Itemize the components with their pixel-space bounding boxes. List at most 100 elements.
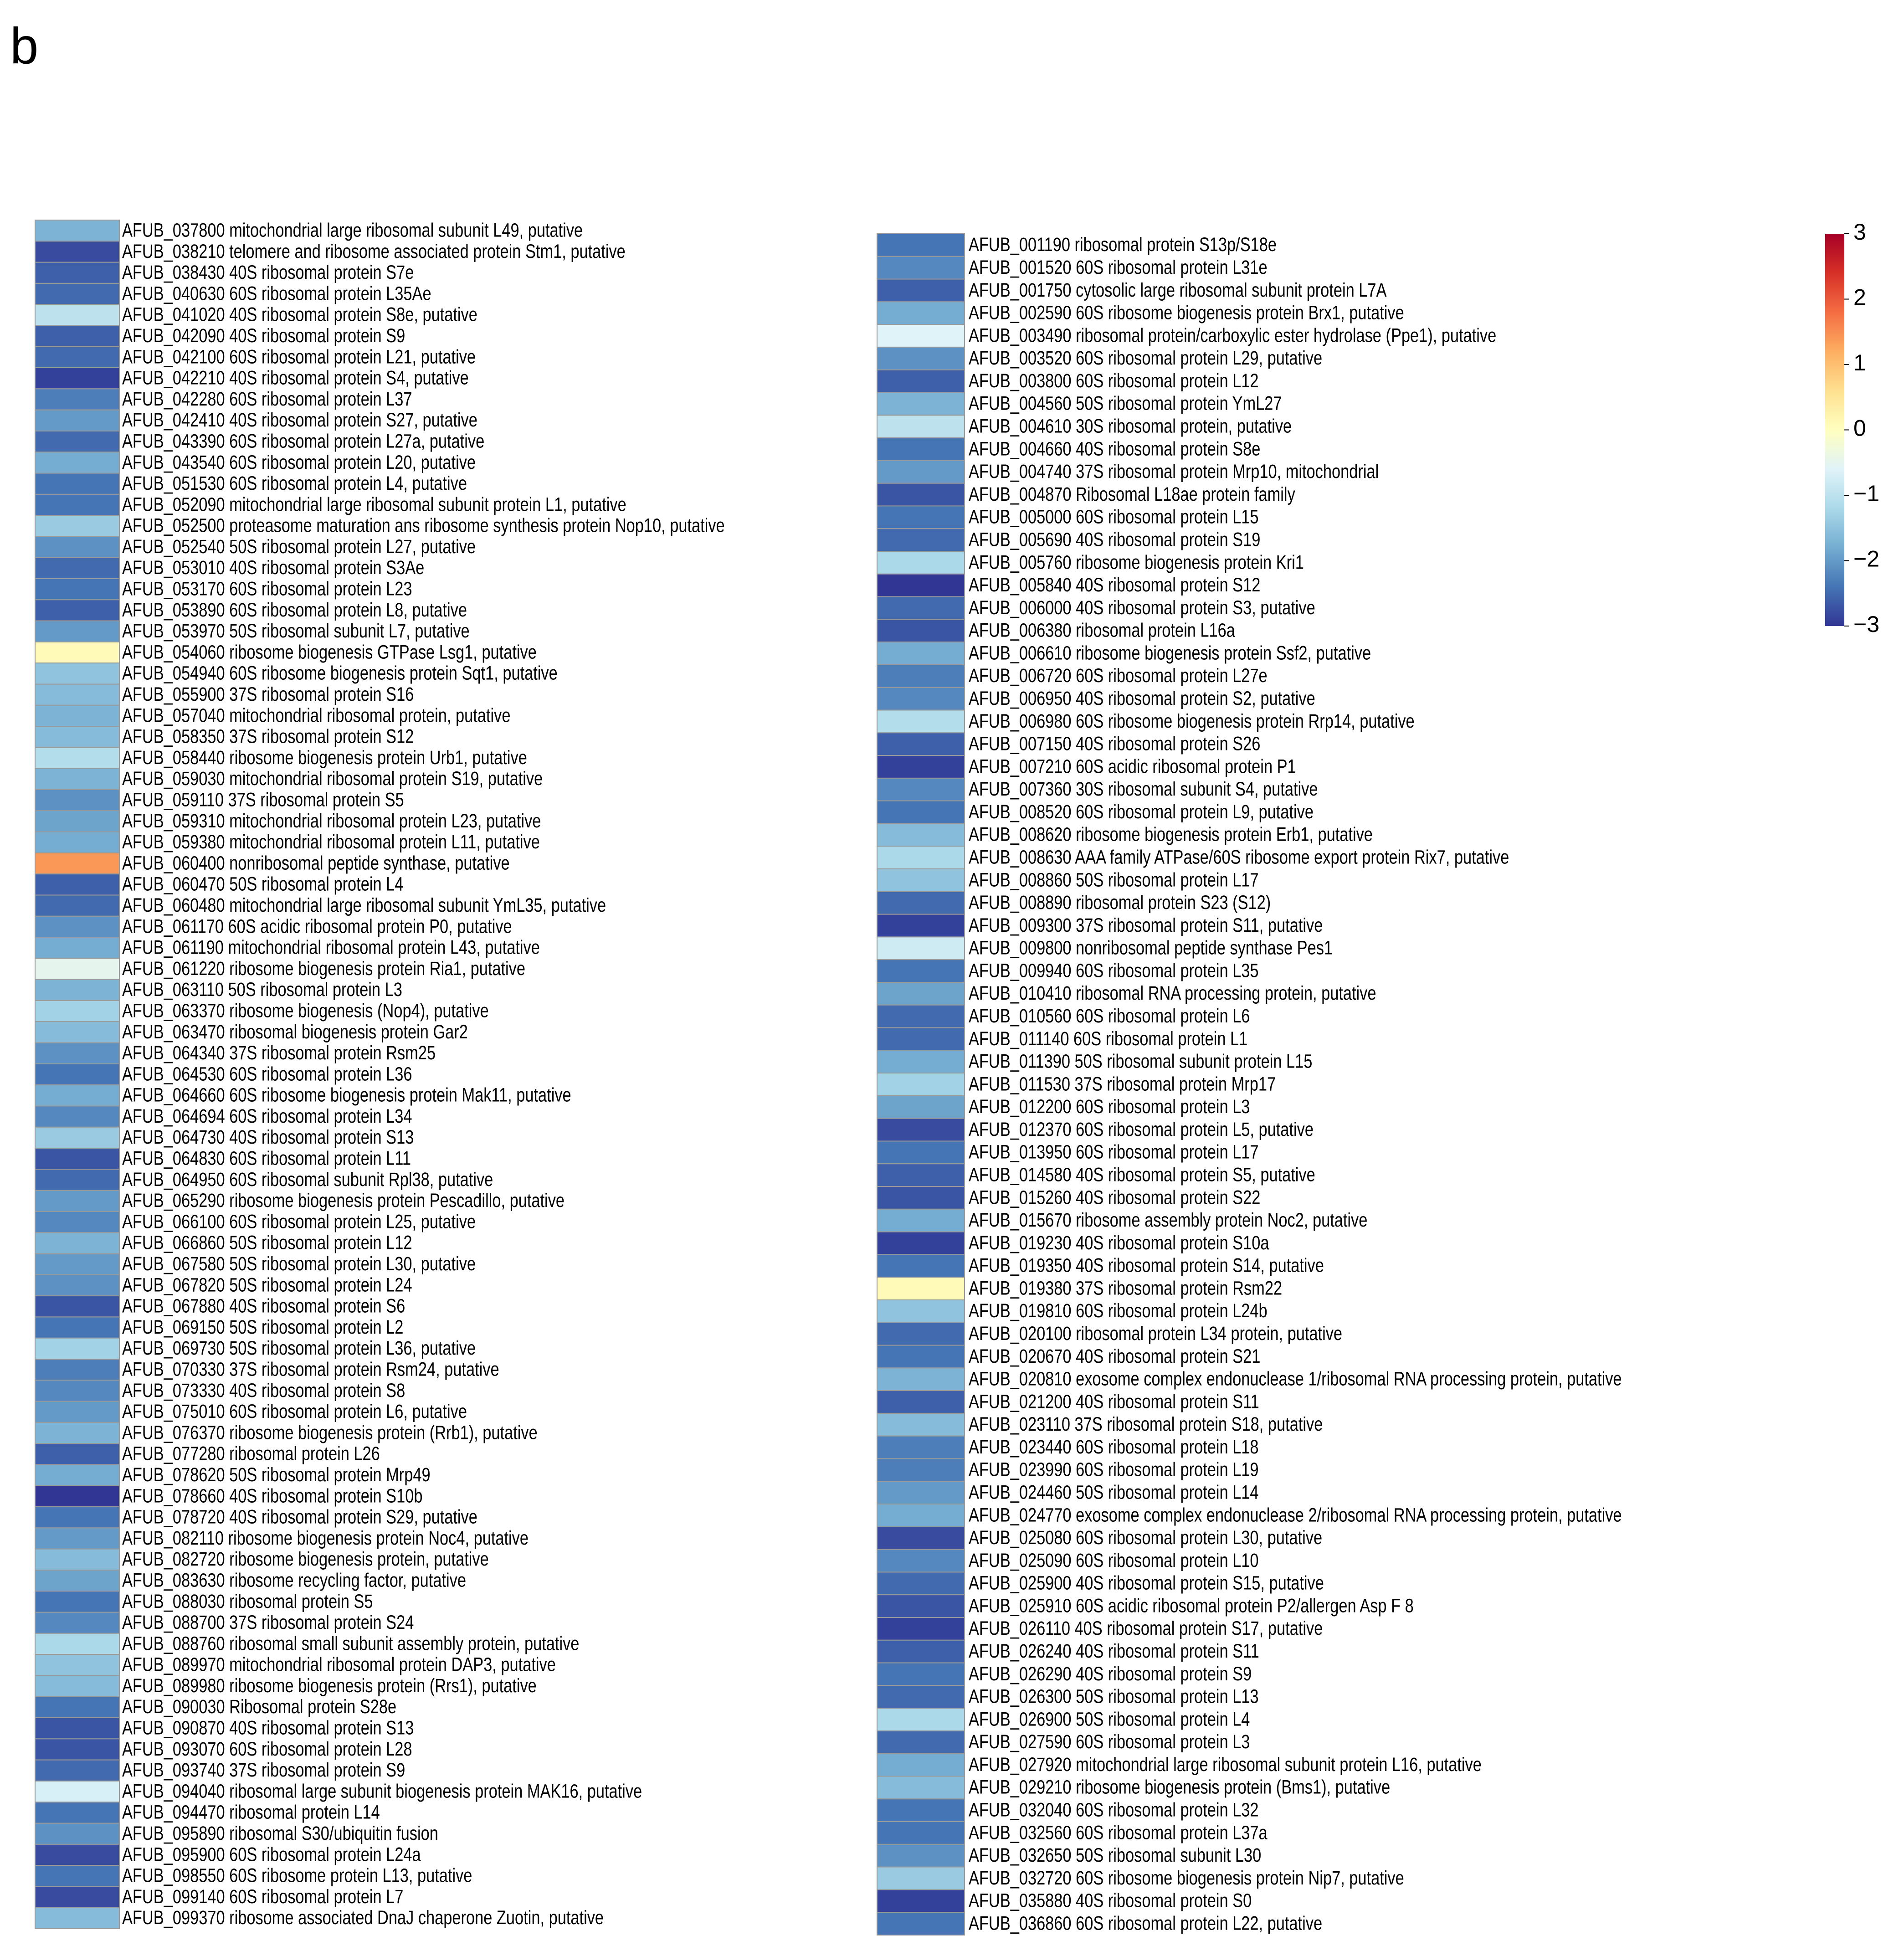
heat-cell: [35, 1169, 120, 1191]
heat-cell: [35, 452, 120, 474]
heat-cell: [35, 852, 120, 875]
row-label: AFUB_076370 ribosome biogenesis protein …: [122, 1422, 538, 1443]
row-label: AFUB_014580 40S ribosomal protein S5, pu…: [969, 1164, 1315, 1186]
row-label: AFUB_078620 50S ribosomal protein Mrp49: [122, 1464, 431, 1485]
row-label: AFUB_088030 ribosomal protein S5: [122, 1591, 373, 1612]
heat-cell: [877, 981, 965, 1006]
row-label: AFUB_008520 60S ribosomal protein L9, pu…: [969, 801, 1314, 822]
row-label: AFUB_043540 60S ribosomal protein L20, p…: [122, 452, 476, 473]
heat-cell: [35, 262, 120, 284]
heat-cell: [877, 460, 965, 484]
heat-cell: [35, 789, 120, 811]
heat-cell: [35, 1654, 120, 1676]
row-label: AFUB_041020 40S ribosomal protein S8e, p…: [122, 304, 477, 325]
row-label: AFUB_063470 ribosomal biogenesis protein…: [122, 1021, 468, 1042]
heat-cell: [35, 1337, 120, 1360]
heat-cell: [877, 1140, 965, 1165]
heat-cell: [35, 810, 120, 832]
row-label: AFUB_067820 50S ribosomal protein L24: [122, 1274, 412, 1296]
row-label: AFUB_026300 50S ribosomal protein L13: [969, 1686, 1259, 1707]
heat-cell: [35, 220, 120, 242]
heat-cell: [35, 1063, 120, 1086]
row-label: AFUB_066860 50S ribosomal protein L12: [122, 1232, 412, 1253]
colorbar: [1825, 234, 1844, 626]
row-label: AFUB_023110 37S ribosomal protein S18, p…: [969, 1414, 1323, 1435]
heat-cell: [877, 1095, 965, 1119]
row-label: AFUB_037800 mitochondrial large ribosoma…: [122, 220, 583, 241]
heat-cell: [35, 641, 120, 664]
heat-cell: [35, 1253, 120, 1275]
heat-cell: [35, 472, 120, 495]
heat-cell: [35, 873, 120, 896]
row-label: AFUB_064730 40S ribosomal protein S13: [122, 1127, 414, 1148]
heat-cell: [35, 1000, 120, 1022]
row-labels: AFUB_001190 ribosomal protein S13p/S18eA…: [969, 234, 1622, 1935]
row-label: AFUB_004560 50S ribosomal protein YmL27: [969, 393, 1282, 414]
heat-cell: [877, 1118, 965, 1142]
row-label: AFUB_007360 30S ribosomal subunit S4, pu…: [969, 779, 1318, 800]
heat-cell: [35, 1886, 120, 1908]
heat-cell: [35, 894, 120, 917]
heat-cell: [877, 664, 965, 688]
heat-cell: [877, 1549, 965, 1573]
heat-cell: [877, 1027, 965, 1051]
heat-cell: [877, 1639, 965, 1663]
row-label: AFUB_082720 ribosome biogenesis protein,…: [122, 1549, 489, 1570]
row-label: AFUB_006950 40S ribosomal protein S2, pu…: [969, 688, 1315, 709]
heat-cell: [877, 619, 965, 643]
heat-cell: [35, 515, 120, 537]
heat-cell: [35, 493, 120, 516]
row-label: AFUB_064950 60S ribosomal subunit Rpl38,…: [122, 1169, 493, 1190]
heat-cell: [35, 346, 120, 369]
row-label: AFUB_059380 mitochondrial ribosomal prot…: [122, 832, 540, 853]
heat-cell: [877, 1186, 965, 1210]
row-label: AFUB_066100 60S ribosomal protein L25, p…: [122, 1211, 476, 1232]
row-label: AFUB_027920 mitochondrial large ribosoma…: [969, 1754, 1482, 1775]
heat-cell: [877, 914, 965, 938]
heat-cell: [877, 1367, 965, 1391]
row-label: AFUB_099370 ribosome associated DnaJ cha…: [122, 1907, 604, 1929]
heat-cell: [35, 1907, 120, 1929]
row-label: AFUB_035880 40S ribosomal protein S0: [969, 1890, 1252, 1911]
heat-cell: [877, 1390, 965, 1414]
row-label: AFUB_083630 ribosome recycling factor, p…: [122, 1570, 466, 1591]
row-label: AFUB_038430 40S ribosomal protein S7e: [122, 262, 414, 283]
heat-cell: [877, 1526, 965, 1550]
row-label: AFUB_004870 Ribosomal L18ae protein fami…: [969, 483, 1295, 505]
heat-cell: [35, 1527, 120, 1550]
row-label: AFUB_026110 40S ribosomal protein S17, p…: [969, 1618, 1323, 1639]
heat-cell: [877, 1435, 965, 1459]
row-label: AFUB_026900 50S ribosomal protein L4: [969, 1709, 1250, 1730]
heat-cell: [877, 732, 965, 756]
row-label: AFUB_064830 60S ribosomal protein L11: [122, 1148, 411, 1169]
heat-cell: [35, 768, 120, 791]
heat-cell: [877, 1798, 965, 1823]
row-label: AFUB_069730 50S ribosomal protein L36, p…: [122, 1338, 476, 1359]
heat-cell: [35, 409, 120, 431]
heat-cell: [35, 536, 120, 558]
heat-cell: [35, 1148, 120, 1170]
row-label: AFUB_078720 40S ribosomal protein S29, p…: [122, 1506, 477, 1528]
row-label: AFUB_024460 50S ribosomal protein L14: [969, 1482, 1259, 1503]
panel-label: b: [10, 18, 38, 75]
row-label: AFUB_042280 60S ribosomal protein L37: [122, 388, 412, 410]
row-label: AFUB_011530 37S ribosomal protein Mrp17: [969, 1073, 1276, 1095]
row-label: AFUB_019350 40S ribosomal protein S14, p…: [969, 1255, 1324, 1276]
heat-cell: [35, 726, 120, 748]
row-label: AFUB_020670 40S ribosomal protein S21: [969, 1345, 1260, 1367]
heat-cell: [877, 1231, 965, 1255]
heat-cell: [35, 1401, 120, 1423]
heat-cell: [877, 1912, 965, 1936]
row-label: AFUB_042100 60S ribosomal protein L21, p…: [122, 346, 476, 368]
row-label: AFUB_001520 60S ribosomal protein L31e: [969, 257, 1268, 278]
row-label: AFUB_059110 37S ribosomal protein S5: [122, 789, 404, 811]
row-label: AFUB_060400 nonribosomal peptide synthas…: [122, 852, 510, 874]
row-label: AFUB_065290 ribosome biogenesis protein …: [122, 1190, 565, 1212]
colorbar-tick-label: 1: [1853, 350, 1866, 375]
heat-cell: [877, 505, 965, 529]
row-label: AFUB_019810 60S ribosomal protein L24b: [969, 1300, 1268, 1322]
row-label: AFUB_060470 50S ribosomal protein L4: [122, 873, 403, 895]
heat-cell: [877, 256, 965, 280]
row-label: AFUB_059310 mitochondrial ribosomal prot…: [122, 810, 541, 832]
